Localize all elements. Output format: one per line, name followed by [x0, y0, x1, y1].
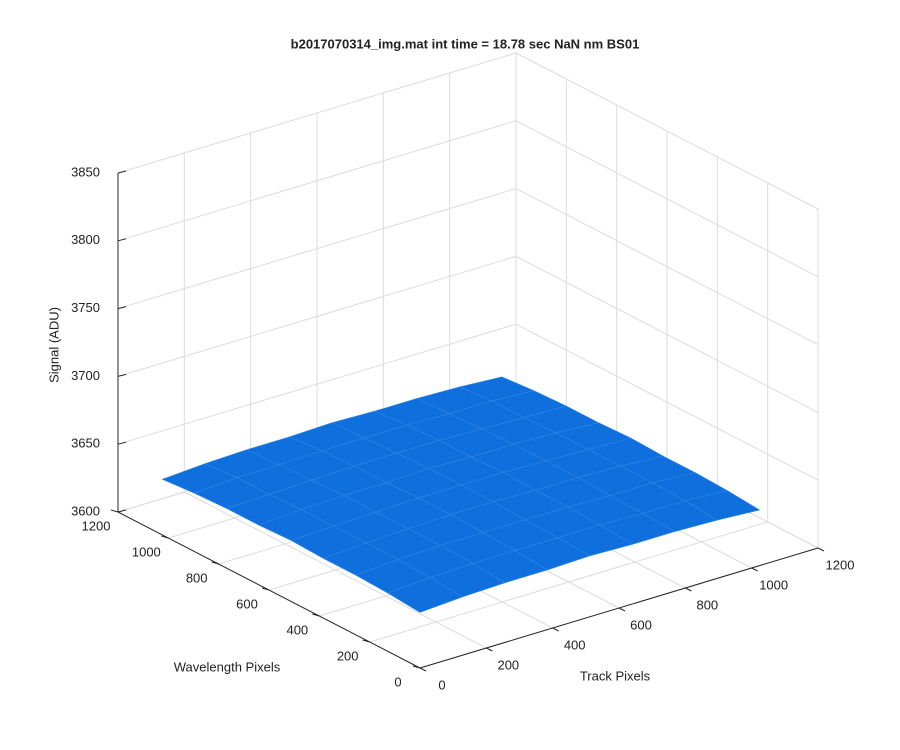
y-tick-label: 1000	[132, 544, 161, 559]
y-tick-label: 400	[286, 622, 308, 637]
x-axis-label: Track Pixels	[580, 668, 651, 683]
grid-line	[369, 521, 768, 643]
z-tick	[117, 373, 127, 377]
y-axis-label: Wavelength Pixels	[174, 659, 281, 674]
x-tick-label: 0	[438, 677, 445, 692]
y-tick	[110, 509, 119, 513]
y-tick	[362, 639, 370, 643]
x-tick	[419, 667, 427, 672]
y-tick-label: 200	[337, 648, 359, 663]
x-tick	[817, 547, 825, 552]
y-tick-label: 600	[236, 596, 258, 611]
x-tick-label: 1000	[759, 577, 788, 592]
x-tick	[486, 647, 493, 652]
y-tick	[412, 665, 421, 669]
y-tick	[211, 561, 219, 565]
y-tick-label: 800	[186, 570, 208, 585]
x-tick-label: 800	[696, 597, 718, 612]
x-tick-label: 1200	[826, 557, 855, 572]
z-tick	[117, 509, 127, 513]
z-tick-label: 3700	[71, 368, 100, 383]
x-tick	[751, 567, 758, 572]
z-tick-label: 3750	[71, 300, 100, 315]
y-tick-label: 1200	[82, 518, 111, 533]
z-axis-label: Signal (ADU)	[46, 307, 61, 383]
z-tick	[117, 238, 127, 242]
chart-title: b2017070314_img.mat int time = 18.78 sec…	[291, 36, 640, 51]
z-tick	[117, 306, 127, 310]
x-tick-label: 200	[497, 657, 519, 672]
y-tick	[312, 613, 320, 617]
z-tick-label: 3850	[71, 164, 100, 179]
z-tick-label: 3600	[71, 503, 100, 518]
y-tick	[261, 587, 270, 591]
x-tick-label: 400	[564, 637, 586, 652]
x-tick	[552, 627, 559, 632]
y-tick	[161, 535, 169, 539]
z-tick	[117, 441, 127, 445]
z-tick-label: 3800	[71, 232, 100, 247]
z-tick-label: 3650	[71, 436, 100, 451]
surface-cell	[387, 577, 464, 613]
y-tick-label: 0	[394, 674, 401, 689]
z-tick	[117, 170, 127, 174]
x-tick	[685, 587, 692, 592]
x-tick	[618, 607, 626, 612]
x-tick-label: 600	[630, 617, 652, 632]
